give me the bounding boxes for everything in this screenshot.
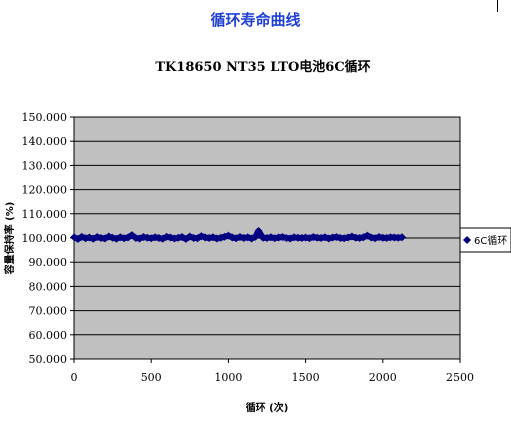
y-tick-label: 140.000 bbox=[22, 135, 68, 148]
y-tick-label: 90.000 bbox=[29, 256, 68, 269]
x-axis-label: 循环 (次) bbox=[246, 401, 289, 414]
series-6c-points bbox=[70, 226, 407, 243]
x-tick-label: 1500 bbox=[292, 371, 320, 384]
text-cursor-mark bbox=[497, 0, 498, 12]
y-tick-label: 50.000 bbox=[29, 353, 68, 366]
y-axis-label: 容量保持率 (%) bbox=[3, 202, 16, 276]
legend-marker-diamond bbox=[463, 236, 471, 244]
y-axis-ticks: 50.000 60.000 70.000 80.000 90.000 100.000 110… bbox=[22, 111, 74, 366]
x-tick-label: 500 bbox=[141, 371, 162, 384]
y-tick-label: 60.000 bbox=[29, 329, 68, 342]
y-tick-label: 120.000 bbox=[22, 184, 68, 197]
y-tick-label: 150.000 bbox=[22, 111, 68, 124]
page-heading: 循环寿命曲线 bbox=[210, 11, 301, 29]
y-tick-label: 80.000 bbox=[29, 280, 68, 293]
chart-title: TK18650 NT35 LTO电池6C循环 bbox=[155, 59, 370, 75]
legend: 6C循环 bbox=[459, 227, 511, 253]
x-tick-label: 1000 bbox=[214, 371, 242, 384]
x-tick-label: 2000 bbox=[369, 371, 397, 384]
x-tick-label: 0 bbox=[71, 371, 78, 384]
data-point bbox=[254, 226, 263, 235]
y-tick-label: 130.000 bbox=[22, 159, 68, 172]
x-axis-ticks: 0 500 1000 1500 2000 2500 bbox=[71, 359, 474, 384]
y-tick-label: 110.000 bbox=[22, 208, 68, 221]
data-point bbox=[251, 232, 260, 241]
x-tick-label: 2500 bbox=[446, 371, 474, 384]
y-tick-label: 70.000 bbox=[29, 305, 68, 318]
data-point bbox=[398, 233, 407, 242]
y-tick-label: 100.000 bbox=[22, 232, 68, 245]
legend-label-6c: 6C循环 bbox=[474, 234, 507, 247]
